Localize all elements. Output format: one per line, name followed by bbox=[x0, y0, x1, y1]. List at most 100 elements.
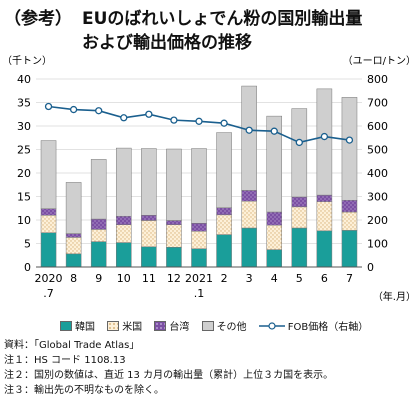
y-left-tick-label: 10 bbox=[17, 214, 31, 227]
legend-item-korea: 韓国 bbox=[60, 318, 95, 333]
bar-other bbox=[90, 159, 107, 220]
bar-taiwan bbox=[216, 207, 232, 216]
note-1: 注１：HS コード 1108.13 bbox=[4, 355, 126, 366]
bar-korea bbox=[291, 227, 308, 268]
bar-other bbox=[291, 108, 308, 198]
fob-price-point bbox=[120, 114, 128, 122]
y-right-tick-label: 500 bbox=[367, 144, 388, 157]
bar-korea bbox=[266, 249, 283, 268]
y-right-tick-label: 0 bbox=[367, 261, 374, 274]
bar-other bbox=[266, 115, 283, 213]
bar-us bbox=[115, 224, 132, 243]
bar-korea bbox=[316, 230, 333, 268]
y-left-tick-label: 20 bbox=[17, 167, 31, 180]
bar-taiwan bbox=[115, 215, 132, 225]
y-right-tick-label: 700 bbox=[367, 97, 388, 110]
bar-korea bbox=[90, 241, 107, 268]
x-axis-unit-label: （年.月） bbox=[373, 290, 416, 303]
bar-us bbox=[266, 224, 283, 250]
axes: 0510152025303540010020030040050060070080… bbox=[17, 73, 388, 300]
bar-us bbox=[191, 231, 207, 249]
bar-taiwan bbox=[90, 218, 107, 230]
bar-other bbox=[115, 147, 132, 217]
fob-price-point bbox=[220, 119, 228, 127]
bar-us bbox=[141, 220, 157, 248]
legend-label-taiwan: 台湾 bbox=[169, 322, 190, 333]
x-tick-label: 6 bbox=[321, 272, 328, 285]
y-right-tick-label: 800 bbox=[367, 73, 388, 86]
y-left-tick-label: 30 bbox=[17, 120, 31, 133]
legend-label-korea: 韓国 bbox=[75, 322, 95, 333]
bar-korea bbox=[241, 227, 257, 268]
bar-other bbox=[341, 97, 358, 201]
bar-other bbox=[141, 148, 157, 216]
fob-price-point bbox=[69, 105, 78, 114]
legend-swatch-fob bbox=[258, 322, 285, 330]
legend-swatch-taiwan bbox=[154, 321, 167, 331]
legend-item-us: 米国 bbox=[107, 318, 142, 333]
bar-us bbox=[241, 200, 257, 229]
legend: 韓国 米国 台湾 その他 FOB価格（右軸） bbox=[60, 318, 377, 333]
bar-korea bbox=[115, 242, 132, 268]
fob-price-point bbox=[170, 116, 178, 124]
chart-title-line2: および輸出価格の推移 bbox=[82, 33, 252, 53]
fob-price-point bbox=[320, 132, 329, 141]
x-tick-label: 8 bbox=[70, 272, 77, 285]
bar-us bbox=[90, 229, 107, 242]
bar-us bbox=[341, 211, 358, 231]
y-left-tick-label: 15 bbox=[17, 191, 31, 204]
bar-taiwan bbox=[191, 223, 207, 232]
bar-other bbox=[65, 182, 82, 234]
y-right-tick-label: 200 bbox=[367, 214, 388, 227]
legend-label-other: その他 bbox=[216, 322, 247, 333]
legend-label-fob: FOB価格（右軸） bbox=[287, 322, 369, 333]
x-tick-label: .7 bbox=[43, 287, 54, 300]
title-area: （参考） EUのばれいしょでん粉の国別輸出量 および輸出価格の推移 bbox=[4, 4, 416, 54]
legend-swatch-other bbox=[201, 321, 214, 331]
y-left-tick-label: 5 bbox=[24, 238, 31, 251]
y-axis-right-label: （ユーロ/トン） bbox=[343, 55, 416, 67]
y-left-tick-label: 25 bbox=[17, 144, 31, 157]
x-tick-label: .1 bbox=[194, 287, 205, 300]
legend-item-taiwan: 台湾 bbox=[154, 318, 189, 333]
legend-swatch-korea bbox=[60, 321, 72, 331]
legend-swatch-us bbox=[107, 321, 120, 331]
y-right-tick-label: 100 bbox=[367, 238, 388, 251]
x-tick-label: 10 bbox=[117, 272, 131, 285]
x-tick-label: 7 bbox=[346, 272, 353, 285]
y-right-tick-label: 400 bbox=[367, 167, 388, 180]
note-source: 資料：「Global Trade Atlas」 bbox=[4, 340, 140, 351]
bar-us bbox=[40, 215, 57, 233]
bar-korea bbox=[166, 247, 182, 268]
bar-taiwan bbox=[241, 190, 257, 202]
y-axis-left-label: （千トン） bbox=[2, 55, 52, 67]
bar-korea bbox=[191, 248, 207, 268]
bar-us bbox=[65, 237, 82, 255]
y-left-tick-label: 35 bbox=[17, 97, 31, 110]
bar-other bbox=[316, 88, 333, 196]
y-right-tick-label: 300 bbox=[367, 191, 388, 204]
bar-taiwan bbox=[141, 215, 157, 221]
bar-taiwan bbox=[166, 220, 182, 225]
bar-korea bbox=[40, 232, 57, 268]
bar-korea bbox=[65, 253, 82, 268]
fob-price-point bbox=[44, 102, 53, 111]
bar-other bbox=[40, 140, 57, 209]
legend-label-us: 米国 bbox=[122, 322, 143, 333]
fob-price-point bbox=[195, 117, 203, 125]
legend-item-fob: FOB価格（右軸） bbox=[258, 318, 369, 333]
y-left-tick-label: 40 bbox=[17, 73, 31, 86]
bar-taiwan bbox=[266, 211, 283, 226]
x-tick-label: 12 bbox=[167, 272, 181, 285]
bar-taiwan bbox=[291, 196, 308, 208]
stacked-bar-line-chart: 0510152025303540010020030040050060070080… bbox=[2, 55, 416, 303]
bar-us bbox=[291, 206, 308, 229]
title-prefix: （参考） bbox=[4, 9, 72, 29]
note-3: 注３：輸出先の不明なものを除く。 bbox=[4, 385, 164, 396]
x-tick-label: 2021 bbox=[185, 272, 213, 285]
bar-us bbox=[316, 201, 333, 232]
bar-taiwan bbox=[341, 200, 358, 213]
x-tick-label: 2020 bbox=[35, 272, 63, 285]
x-tick-label: 9 bbox=[95, 272, 102, 285]
bar-korea bbox=[216, 234, 232, 268]
